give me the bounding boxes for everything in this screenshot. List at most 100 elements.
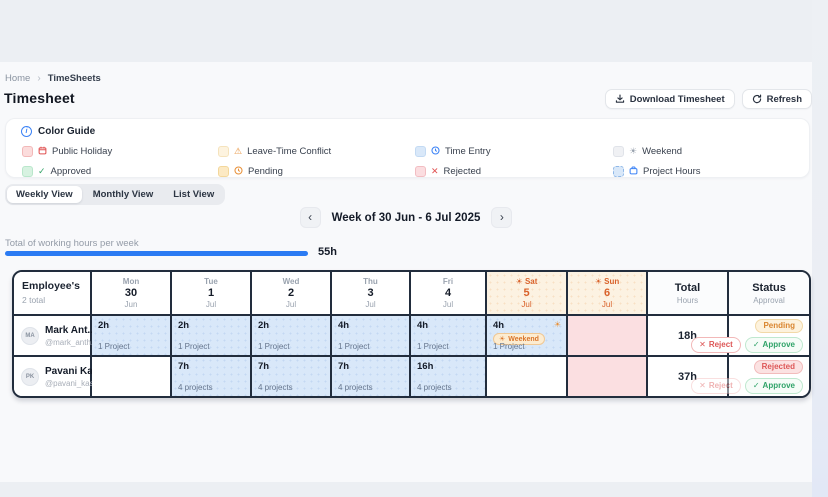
time-cell-pavani-mon[interactable] bbox=[92, 357, 172, 396]
day-header-wed: Wed 2 Jul bbox=[252, 272, 332, 316]
day-date: 3 bbox=[367, 287, 374, 299]
rejected-swatch bbox=[415, 165, 426, 177]
avatar: PK bbox=[21, 367, 39, 386]
reject-button[interactable]: ✕ Reject bbox=[691, 377, 741, 394]
public-holiday-swatch bbox=[22, 145, 33, 157]
day-name: Wed bbox=[282, 277, 300, 286]
cell-hours: 7h bbox=[258, 361, 270, 372]
day-header-fri: Fri 4 Jul bbox=[411, 272, 487, 316]
cell-projects: 1 Project bbox=[178, 342, 210, 351]
reject-button[interactable]: ✕ Reject bbox=[691, 336, 741, 353]
time-cell-mark-sat[interactable]: 4h ☀ ☀ Weekend 1 Project bbox=[487, 316, 568, 357]
project-hours-swatch bbox=[613, 165, 624, 177]
cell-hours: 7h bbox=[338, 361, 350, 372]
legend-label: Pending bbox=[248, 165, 283, 177]
breadcrumb-separator-icon: › bbox=[37, 73, 41, 84]
legend-label: Time Entry bbox=[445, 145, 491, 157]
color-guide-header: i Color Guide bbox=[21, 126, 95, 137]
timesheet-table: Employee's 2 total Mon 30 Jun Tue 1 Jul … bbox=[12, 270, 811, 398]
approve-button[interactable]: ✓ Approve bbox=[744, 336, 803, 353]
legend-approved: ✓ Approved bbox=[22, 165, 218, 177]
day-month: Jul bbox=[521, 300, 532, 309]
time-cell-pavani-sun[interactable] bbox=[568, 357, 648, 396]
day-name: ☀ Sat bbox=[516, 277, 538, 286]
time-cell-mark-sun[interactable] bbox=[568, 316, 648, 357]
cross-icon: ✕ bbox=[699, 340, 706, 349]
chevron-right-icon: › bbox=[499, 209, 504, 224]
total-header-title: Total bbox=[674, 281, 701, 294]
clock-icon bbox=[234, 165, 243, 177]
time-cell-mark-fri[interactable]: 4h 1 Project bbox=[411, 316, 487, 357]
cell-projects: 1 Project bbox=[98, 342, 130, 351]
status-header-title: Status bbox=[752, 281, 786, 294]
time-cell-pavani-fri[interactable]: 16h 4 projects bbox=[411, 357, 487, 396]
right-edge-tint bbox=[812, 0, 828, 497]
legend-project-hours: Project Hours bbox=[613, 165, 801, 177]
day-month: Jul bbox=[285, 300, 297, 309]
sun-icon: ☀ bbox=[629, 145, 638, 156]
day-header-tue: Tue 1 Jul bbox=[172, 272, 252, 316]
cell-projects: 1 Project bbox=[493, 342, 525, 351]
time-cell-mark-wed[interactable]: 2h 1 Project bbox=[252, 316, 332, 357]
employee-row-pavani[interactable]: PK Pavani Ka... @pavani_kasi... bbox=[14, 357, 102, 396]
pending-swatch bbox=[218, 165, 229, 177]
color-guide-card: i Color Guide Public Holiday ⚠ Leave-Tim… bbox=[5, 118, 810, 178]
tab-weekly-view[interactable]: Weekly View bbox=[7, 186, 82, 203]
toolbar: Download Timesheet Refresh bbox=[604, 89, 812, 109]
day-date: 2 bbox=[287, 287, 295, 299]
chevron-left-icon: ‹ bbox=[308, 209, 313, 224]
status-cell-pavani: Rejected ✕ Reject ✓ Approve bbox=[691, 357, 809, 396]
legend-label: Weekend bbox=[642, 145, 683, 157]
approve-button[interactable]: ✓ Approve bbox=[744, 377, 803, 394]
week-navigation: ‹ Week of 30 Jun - 6 Jul 2025 › bbox=[0, 207, 812, 228]
cell-hours: 7h bbox=[178, 361, 190, 372]
total-cell-pavani: 37h bbox=[648, 357, 729, 396]
time-cell-mark-mon[interactable]: 2h 1 Project bbox=[92, 316, 172, 357]
cell-projects: 1 Project bbox=[258, 342, 290, 351]
day-month: Jul bbox=[205, 300, 217, 309]
calendar-icon bbox=[38, 146, 47, 157]
refresh-button[interactable]: Refresh bbox=[741, 89, 812, 109]
time-cell-pavani-sat[interactable] bbox=[487, 357, 568, 396]
cell-hours: 4h bbox=[417, 320, 429, 331]
status-column-header: Status Approval bbox=[729, 272, 809, 316]
color-guide-title: Color Guide bbox=[38, 126, 96, 137]
total-header-subtitle: Hours bbox=[676, 295, 699, 305]
breadcrumb-home[interactable]: Home bbox=[5, 73, 31, 84]
day-header-mon: Mon 30 Jun bbox=[92, 272, 172, 316]
download-timesheet-button[interactable]: Download Timesheet bbox=[604, 89, 735, 109]
day-name: Mon bbox=[122, 277, 140, 286]
cell-projects: 1 Project bbox=[417, 342, 449, 351]
day-date: 6 bbox=[603, 287, 611, 299]
time-cell-mark-thu[interactable]: 4h 1 Project bbox=[332, 316, 411, 357]
employee-header-title: Employee's bbox=[22, 280, 80, 292]
page-title: Timesheet bbox=[4, 90, 75, 106]
check-icon: ✓ bbox=[752, 340, 760, 349]
cell-hours: 4h bbox=[493, 320, 505, 331]
legend-label: Leave-Time Conflict bbox=[247, 145, 332, 157]
day-name: ☀ Sun bbox=[595, 277, 620, 286]
day-name-text: Sun bbox=[604, 277, 620, 286]
action-buttons: ✕ Reject ✓ Approve bbox=[691, 377, 803, 394]
employee-column-header: Employee's 2 total bbox=[14, 272, 92, 316]
day-name-text: Sat bbox=[524, 277, 538, 286]
time-cell-pavani-wed[interactable]: 7h 4 projects bbox=[252, 357, 332, 396]
status-badge: Pending bbox=[755, 318, 803, 333]
employee-row-mark[interactable]: MA Mark Ant... @mark_anth... bbox=[14, 316, 98, 357]
breadcrumb-current[interactable]: TimeSheets bbox=[47, 73, 101, 84]
cell-hours: 2h bbox=[98, 320, 110, 331]
time-cell-pavani-tue[interactable]: 7h 4 projects bbox=[172, 357, 252, 396]
progress-value: 55h bbox=[318, 246, 337, 258]
day-date: 5 bbox=[523, 287, 530, 299]
refresh-label: Refresh bbox=[766, 93, 802, 105]
time-cell-mark-tue[interactable]: 2h 1 Project bbox=[172, 316, 252, 357]
tab-monthly-view[interactable]: Monthly View bbox=[92, 189, 154, 200]
clock-icon bbox=[431, 145, 440, 157]
view-tabs: Weekly View Monthly View List View bbox=[5, 184, 226, 205]
tab-list-view[interactable]: List View bbox=[173, 189, 215, 200]
approve-label: Approve bbox=[762, 340, 795, 349]
previous-week-button[interactable]: ‹ bbox=[299, 207, 321, 228]
next-week-button[interactable]: › bbox=[491, 207, 513, 228]
progress-label: Total of working hours per week bbox=[5, 238, 139, 249]
time-cell-pavani-thu[interactable]: 7h 4 projects bbox=[332, 357, 411, 396]
